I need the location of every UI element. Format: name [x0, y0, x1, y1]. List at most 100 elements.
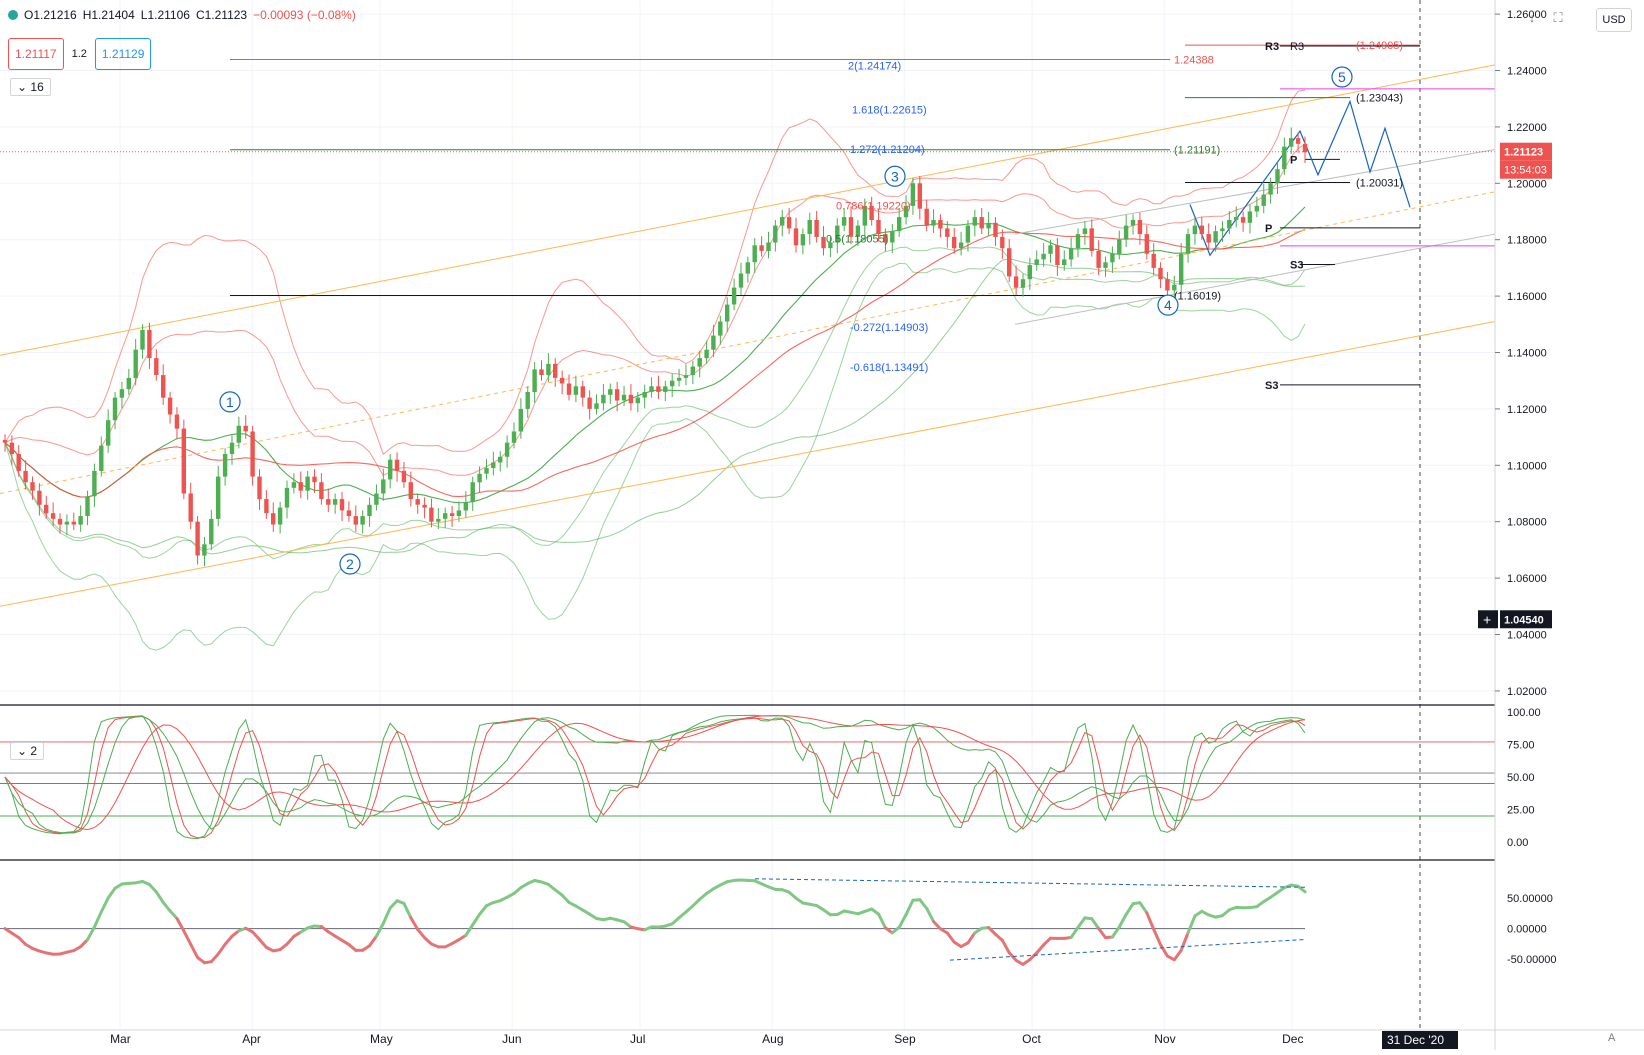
osc-segment: [418, 929, 425, 937]
fib-label: 0.786(1.19220): [836, 200, 911, 212]
osc-segment: [927, 908, 934, 921]
osc-segment: [1126, 904, 1133, 915]
candle-body: [1124, 226, 1128, 240]
wave-label: 4: [1164, 297, 1172, 313]
candle-body: [505, 443, 509, 457]
osc-segment: [968, 933, 975, 943]
candle-body: [134, 350, 138, 378]
candle-body: [395, 460, 399, 471]
candle-body: [319, 482, 323, 499]
candle-body: [574, 386, 578, 395]
candle-body: [1096, 251, 1100, 268]
collapse-stoch-indicators-button[interactable]: ⌄ 2: [10, 742, 44, 760]
candle-body: [1007, 248, 1011, 276]
candle-body: [698, 358, 702, 367]
candle-body: [601, 395, 605, 404]
candle-body: [429, 508, 433, 522]
candle-body: [78, 516, 82, 525]
candle-body: [381, 479, 385, 493]
bollinger-band: [5, 90, 1305, 454]
close-value: C1.21123: [196, 8, 247, 22]
sell-button[interactable]: 1.21117: [8, 38, 64, 70]
stoch-k: [5, 716, 1305, 839]
osc-segment: [184, 931, 191, 944]
arrow-down-icon[interactable]: ↓: [1524, 10, 1540, 26]
stoch-tick-label: 50.00: [1507, 772, 1535, 784]
candle-body: [333, 499, 337, 505]
crosshair-price-label: 1.04540: [1504, 614, 1544, 626]
channel-line: [0, 65, 1495, 355]
level-label: (1.24905): [1356, 40, 1403, 52]
candle-body: [1248, 212, 1252, 223]
candle-body: [1296, 138, 1300, 144]
price-tick-label: 1.12000: [1507, 404, 1547, 416]
candle-body: [168, 398, 172, 415]
candle-body: [1241, 217, 1245, 223]
candle-body: [1145, 234, 1149, 254]
candle-body: [759, 245, 763, 251]
candle-body: [299, 482, 303, 491]
main-indicator-count: 16: [30, 80, 43, 94]
price-tick-label: 1.02000: [1507, 686, 1547, 698]
candle-body: [154, 358, 158, 375]
candle-body: [519, 409, 523, 432]
osc-segment: [934, 922, 941, 929]
currency-button[interactable]: USD: [1596, 8, 1632, 32]
candle-body: [1220, 228, 1224, 231]
osc-segment: [411, 918, 418, 930]
candle-body: [1158, 268, 1162, 279]
candle-body: [794, 228, 798, 245]
osc-segment: [480, 906, 487, 915]
time-tick-label: Jul: [630, 1032, 645, 1046]
osc-segment: [225, 936, 232, 944]
candle-body: [512, 432, 516, 443]
stoch-d: [5, 716, 1305, 838]
candle-body: [51, 513, 55, 519]
candle-body: [58, 519, 62, 525]
osc-segment: [108, 888, 115, 898]
wave-label: 5: [1338, 69, 1346, 85]
osc-segment: [156, 892, 163, 903]
osc-segment: [101, 898, 108, 912]
buy-button[interactable]: 1.21129: [95, 38, 152, 70]
candle-body: [237, 426, 241, 443]
candle-body: [85, 496, 89, 516]
price-tick-label: 1.06000: [1507, 573, 1547, 585]
candle-body: [1179, 254, 1183, 285]
candle-body: [106, 420, 110, 445]
candle-body: [1117, 240, 1121, 254]
price-tick-label: 1.20000: [1507, 178, 1547, 190]
candle-body: [1268, 183, 1272, 194]
candle-body: [416, 499, 420, 505]
candle-body: [732, 288, 736, 305]
candle-body: [945, 228, 949, 237]
candle-body: [897, 217, 901, 231]
candle-body: [704, 350, 708, 359]
osc-segment: [383, 908, 390, 923]
auto-scale-button[interactable]: A: [1608, 1032, 1615, 1044]
candle-body: [1152, 254, 1156, 268]
bollinger-band: [5, 247, 1305, 559]
candle-body: [3, 440, 7, 443]
candle-body: [285, 488, 289, 508]
candle-body: [1200, 226, 1204, 235]
candle-body: [931, 220, 935, 226]
ohlc-legend: O1.21216 H1.21404 L1.21106 C1.21123 −0.0…: [8, 8, 356, 22]
stoch-tick-label: 0.00: [1507, 837, 1528, 849]
add-alert-icon: +: [1483, 611, 1491, 627]
fullscreen-icon[interactable]: ⛶: [1550, 10, 1566, 26]
candle-body: [1303, 144, 1307, 153]
candle-body: [1275, 169, 1279, 183]
candle-body: [1035, 259, 1039, 265]
candle-body: [560, 378, 564, 384]
candle-body: [216, 477, 220, 519]
candle-body: [250, 432, 254, 477]
candle-body: [567, 384, 571, 395]
market-status-icon: [8, 10, 18, 20]
candle-body: [367, 505, 371, 516]
candle-body: [457, 510, 461, 516]
collapse-main-indicators-button[interactable]: ⌄ 16: [10, 78, 51, 96]
